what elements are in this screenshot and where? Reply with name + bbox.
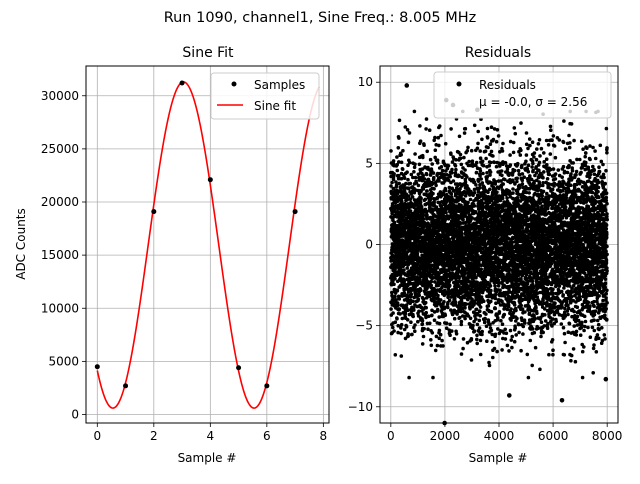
residuals-ticks: 0 2000 4000 6000 8000 −10 −5 0 5 10 <box>348 75 623 443</box>
sine-fit-y-tick-label: 5000 <box>48 354 79 368</box>
residual-outlier-point <box>559 397 565 403</box>
residual-outlier-point <box>506 393 512 398</box>
residual-outlier-point <box>603 376 609 382</box>
sine-fit-marks <box>94 80 320 409</box>
sine-fit-xlabel: Sample # <box>178 451 237 465</box>
sine-fit-x-tick-label: 6 <box>263 429 271 443</box>
residuals-legend: Residuals μ = -0.0, σ = 2.56 <box>433 71 612 119</box>
residual-points <box>389 109 610 380</box>
residuals-title: Residuals <box>465 45 531 61</box>
sine-fit-legend-box <box>210 72 320 120</box>
legend-residuals-stats: μ = -0.0, σ = 2.56 <box>479 95 587 109</box>
residuals-y-tick-label: −10 <box>348 400 373 414</box>
legend-residuals-marker <box>456 81 462 87</box>
residuals-x-tick-label: 2000 <box>430 429 461 443</box>
sine-fit-axes-frame <box>85 65 330 424</box>
sample-point <box>207 177 213 183</box>
sine-fit-x-tick-label: 8 <box>320 429 328 443</box>
sample-point <box>151 209 157 215</box>
sine-fit-title: Sine Fit <box>182 45 234 61</box>
sine-fit-chart: Sine Fit 0 2 4 6 8 0 5000 10000 15000 20000 25000 3… <box>14 45 330 465</box>
sine-fit-y-tick-label: 10000 <box>41 301 79 315</box>
legend-samples-label: Samples <box>254 78 305 92</box>
residuals-x-tick-label: 0 <box>387 429 395 443</box>
sine-fit-y-tick-label: 20000 <box>41 195 79 209</box>
legend-sine-fit-label: Sine fit <box>254 99 296 113</box>
residuals-y-tick-label: 5 <box>365 156 373 170</box>
sine-fit-legend: Samples Sine fit <box>210 72 320 120</box>
sample-point <box>236 365 242 371</box>
residuals-xlabel: Sample # <box>469 451 528 465</box>
residuals-x-tick-label: 4000 <box>484 429 515 443</box>
sine-fit-x-tick-label: 4 <box>207 429 215 443</box>
figure-suptitle: Run 1090, channel1, Sine Freq.: 8.005 MH… <box>164 10 477 26</box>
sample-point <box>123 383 129 389</box>
sample-point <box>94 364 100 370</box>
sine-fit-x-tick-label: 2 <box>150 429 158 443</box>
sine-fit-y-tick-label: 0 <box>71 408 79 422</box>
sine-fit-ticks: 0 2 4 6 8 0 5000 10000 15000 20000 25000 30000 <box>41 89 327 443</box>
sine-fit-line <box>96 81 320 409</box>
sample-point <box>179 80 185 86</box>
residuals-y-tick-label: 0 <box>365 238 373 252</box>
sine-fit-y-tick-label: 15000 <box>41 248 79 262</box>
residuals-y-tick-label: −5 <box>355 319 373 333</box>
sample-point <box>292 209 298 215</box>
residuals-y-tick-label: 10 <box>358 75 373 89</box>
residuals-legend-box <box>433 71 612 119</box>
residuals-x-tick-label: 6000 <box>538 429 569 443</box>
sine-fit-ylabel: ADC Counts <box>14 208 28 280</box>
sine-fit-y-tick-label: 25000 <box>41 142 79 156</box>
residuals-chart: Residuals 0 2000 4000 6000 8000 −10 −5 0 5 10 Sam… <box>348 45 623 465</box>
legend-residuals-label: Residuals <box>479 78 536 92</box>
sine-fit-y-tick-label: 30000 <box>41 89 79 103</box>
sine-fit-x-tick-label: 0 <box>93 429 101 443</box>
residuals-x-tick-label: 8000 <box>592 429 623 443</box>
residual-outlier-point <box>404 83 410 88</box>
sine-fit-grid <box>86 66 329 423</box>
legend-samples-marker <box>231 81 237 87</box>
sample-point <box>264 383 270 389</box>
